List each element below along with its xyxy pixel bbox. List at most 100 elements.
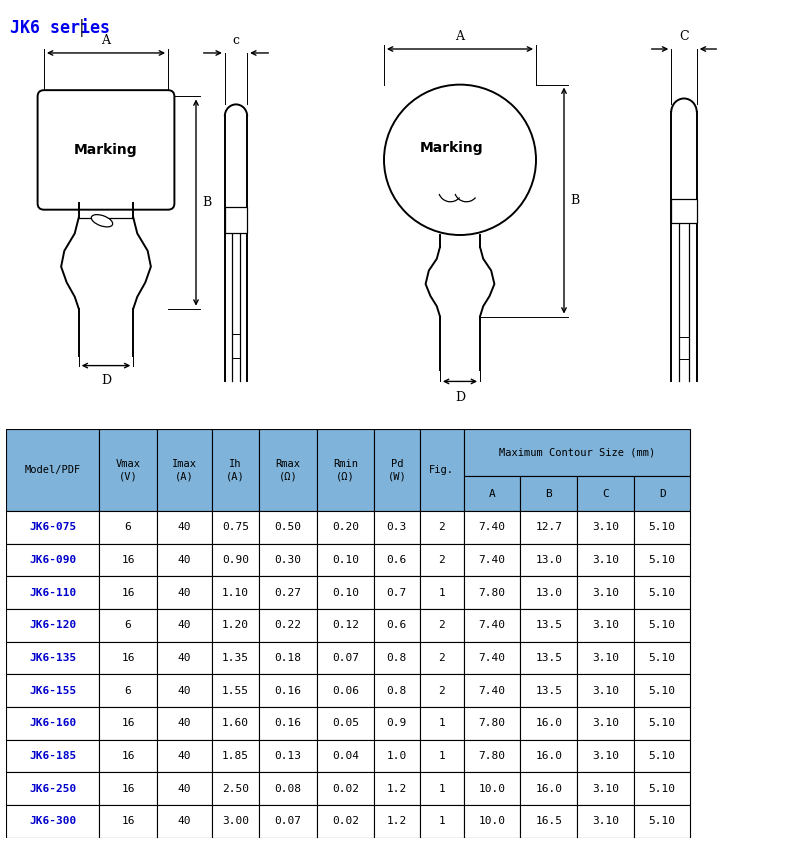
Bar	[420, 609, 464, 642]
Text: 2: 2	[438, 555, 445, 565]
Text: 1: 1	[438, 817, 445, 827]
Bar	[374, 429, 420, 511]
Bar	[157, 577, 212, 609]
Text: D: D	[658, 488, 666, 498]
Text: Ih
(A): Ih (A)	[226, 460, 245, 481]
Bar	[634, 740, 690, 772]
Bar	[634, 642, 690, 674]
Text: 1.0: 1.0	[386, 751, 407, 761]
Bar	[671, 200, 697, 223]
Text: JK6-160: JK6-160	[30, 718, 77, 728]
Bar	[420, 707, 464, 740]
Bar	[317, 805, 374, 838]
Bar	[6, 740, 99, 772]
Text: 1.10: 1.10	[222, 588, 249, 598]
Bar	[577, 707, 634, 740]
Bar	[374, 577, 420, 609]
Bar	[577, 772, 634, 805]
Text: Vmax
(V): Vmax (V)	[115, 460, 141, 481]
Bar	[577, 544, 634, 577]
Text: 3.10: 3.10	[592, 685, 619, 695]
Bar	[634, 544, 690, 577]
Text: 16: 16	[122, 588, 134, 598]
Text: Rmax
(Ω): Rmax (Ω)	[275, 460, 300, 481]
Text: 3.10: 3.10	[592, 621, 619, 631]
Bar	[259, 511, 317, 544]
Text: JK6-300: JK6-300	[30, 817, 77, 827]
Text: 1.35: 1.35	[222, 653, 249, 663]
Bar	[464, 707, 521, 740]
Bar	[420, 805, 464, 838]
Text: JK6-185: JK6-185	[30, 751, 77, 761]
Text: A: A	[102, 35, 110, 47]
Text: 5.10: 5.10	[649, 784, 676, 794]
Text: 0.7: 0.7	[386, 588, 407, 598]
Bar	[374, 805, 420, 838]
Bar	[317, 511, 374, 544]
Text: 0.8: 0.8	[386, 653, 407, 663]
Bar	[157, 609, 212, 642]
Bar	[521, 544, 577, 577]
Bar	[317, 642, 374, 674]
Text: 0.22: 0.22	[274, 621, 302, 631]
Bar	[259, 429, 317, 511]
Bar	[157, 772, 212, 805]
Bar	[157, 429, 212, 511]
Bar	[317, 707, 374, 740]
Bar	[99, 511, 157, 544]
Bar	[634, 674, 690, 707]
Text: 2: 2	[438, 522, 445, 532]
Bar	[464, 642, 521, 674]
Text: A: A	[489, 488, 495, 498]
Bar	[577, 609, 634, 642]
Bar	[420, 674, 464, 707]
Text: 1.85: 1.85	[222, 751, 249, 761]
Bar	[317, 429, 374, 511]
Text: 1.2: 1.2	[386, 784, 407, 794]
Text: 3.10: 3.10	[592, 653, 619, 663]
Bar	[212, 609, 259, 642]
Text: Maximum Contour Size (mm): Maximum Contour Size (mm)	[499, 448, 655, 458]
Text: JK6-090: JK6-090	[30, 555, 77, 565]
Bar	[157, 544, 212, 577]
Bar	[464, 674, 521, 707]
Bar	[577, 642, 634, 674]
Text: 40: 40	[178, 784, 191, 794]
Text: D: D	[101, 374, 111, 386]
Text: 1.2: 1.2	[386, 817, 407, 827]
Text: 16.0: 16.0	[535, 751, 562, 761]
Bar	[521, 609, 577, 642]
Bar	[374, 674, 420, 707]
Bar	[521, 674, 577, 707]
Text: 16: 16	[122, 817, 134, 827]
Text: 1.60: 1.60	[222, 718, 249, 728]
Ellipse shape	[91, 215, 113, 226]
Bar	[259, 740, 317, 772]
Text: 40: 40	[178, 718, 191, 728]
Text: 3.10: 3.10	[592, 784, 619, 794]
Bar	[420, 544, 464, 577]
Text: 16: 16	[122, 555, 134, 565]
Text: 7.80: 7.80	[478, 588, 506, 598]
Text: 0.07: 0.07	[274, 817, 302, 827]
Bar	[464, 577, 521, 609]
Bar	[99, 674, 157, 707]
FancyBboxPatch shape	[38, 90, 174, 210]
Bar	[6, 511, 99, 544]
Bar	[99, 772, 157, 805]
Text: JK6-120: JK6-120	[30, 621, 77, 631]
Bar	[6, 642, 99, 674]
Bar	[99, 707, 157, 740]
Bar	[259, 674, 317, 707]
Text: JK6-155: JK6-155	[30, 685, 77, 695]
Text: 13.0: 13.0	[535, 588, 562, 598]
Bar	[157, 642, 212, 674]
Bar	[157, 511, 212, 544]
Bar	[259, 805, 317, 838]
Bar	[212, 805, 259, 838]
Text: 0.8: 0.8	[386, 685, 407, 695]
Text: 0.6: 0.6	[386, 555, 407, 565]
Text: JK6 series: JK6 series	[10, 19, 110, 36]
Text: 1: 1	[438, 588, 445, 598]
Text: 0.02: 0.02	[332, 784, 358, 794]
